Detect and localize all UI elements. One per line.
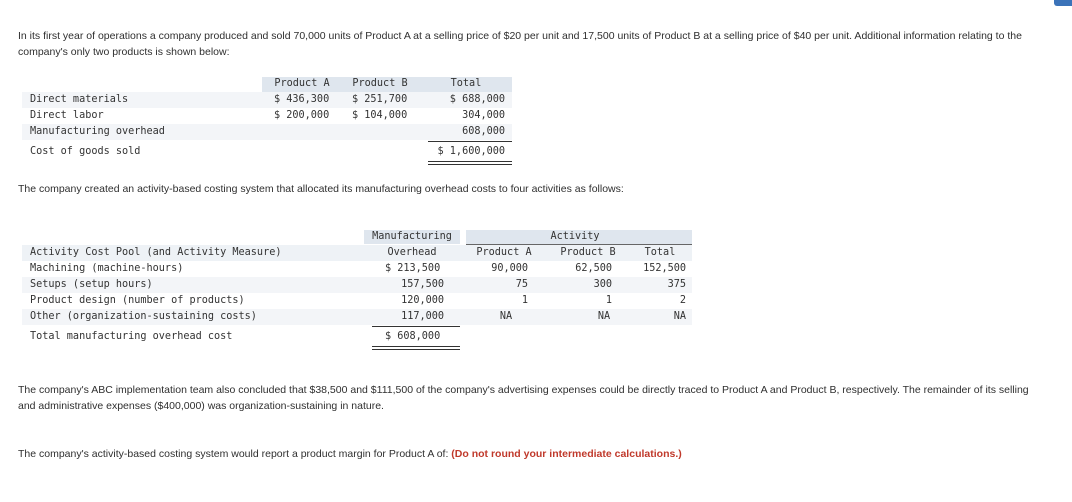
table1-row-label: Cost of goods sold xyxy=(30,146,141,157)
table2-header-total: Total xyxy=(644,247,676,258)
table1-row-label: Manufacturing overhead xyxy=(30,126,165,137)
table2-header-manufacturing: Manufacturing xyxy=(372,231,452,242)
table1-header-product-b: Product B xyxy=(352,78,408,89)
table2-row-bg xyxy=(22,309,692,325)
table2-header-product-b: Product B xyxy=(560,247,616,258)
question-note: (Do not round your intermediate calculat… xyxy=(451,448,682,460)
table2-cell-total: 2 xyxy=(679,295,686,306)
table1-underline xyxy=(428,141,512,142)
table2-header-overhead: Overhead xyxy=(387,247,437,258)
table1-cell-a: $ 436,300 xyxy=(274,94,330,105)
table1-row-label: Direct materials xyxy=(30,94,129,105)
table2-header-pool: Activity Cost Pool (and Activity Measure… xyxy=(30,247,282,258)
table2-double-underline xyxy=(372,349,460,350)
table2-cell-total: 152,500 xyxy=(643,263,686,274)
table2-cell-total: NA xyxy=(673,311,686,322)
table1-row-bg xyxy=(22,124,512,140)
table1-cell-total: $ 1,600,000 xyxy=(437,146,505,157)
question-prompt: The company's activity-based costing sys… xyxy=(18,448,449,460)
advertising-text: The company's ABC implementation team al… xyxy=(18,384,1029,412)
table2-double-underline xyxy=(372,346,460,347)
table2-row-bg xyxy=(22,277,692,293)
table2-header-product-a: Product A xyxy=(476,247,532,258)
table1-cell-total: 608,000 xyxy=(462,126,505,137)
table1-row-bg xyxy=(22,92,512,108)
table2-cell-a: 90,000 xyxy=(491,263,528,274)
table1-cell-total: 304,000 xyxy=(462,110,505,121)
table1-row-label: Direct labor xyxy=(30,110,104,121)
table1-header-product-a: Product A xyxy=(274,78,330,89)
table2-cell-a: 75 xyxy=(515,279,528,290)
table2-underline xyxy=(372,326,460,327)
table2-cell-total: 375 xyxy=(667,279,686,290)
table1-cell-b: $ 104,000 xyxy=(352,110,408,121)
table2-row-label: Other (organization-sustaining costs) xyxy=(30,311,257,322)
table2-header-activity: Activity xyxy=(550,231,600,242)
table2-cell-b: NA xyxy=(597,311,611,322)
table2-cell-mo: 117,000 xyxy=(401,311,444,322)
intro-text: In its first year of operations a compan… xyxy=(18,30,1022,58)
table1-double-underline xyxy=(428,164,512,165)
table2-header-rule xyxy=(466,244,692,245)
table2-cell-b: 300 xyxy=(593,279,612,290)
table1-cell-b: $ 251,700 xyxy=(352,94,408,105)
table1-double-underline xyxy=(428,161,512,162)
table1-header-total: Total xyxy=(450,78,482,89)
table2-cell-a: NA xyxy=(499,311,513,322)
corner-button[interactable] xyxy=(1054,0,1072,6)
table1-cell-total: $ 688,000 xyxy=(449,94,505,105)
table2-total-label: Total manufacturing overhead cost xyxy=(30,331,233,342)
table2-total-mo: $ 608,000 xyxy=(385,331,441,342)
table2-cell-mo: 157,500 xyxy=(401,279,444,290)
table2-row-label: Setups (setup hours) xyxy=(30,279,153,290)
table2-cell-a: 1 xyxy=(521,295,528,306)
question-text: The company's activity-based costing sys… xyxy=(18,446,1048,462)
abc-intro-text: The company created an activity-based co… xyxy=(18,183,624,195)
table2-header-bg xyxy=(364,230,460,244)
table2-cell-mo: 120,000 xyxy=(401,295,444,306)
table2-cell-b: 1 xyxy=(605,295,612,306)
table1-cell-a: $ 200,000 xyxy=(274,110,330,121)
table2-row-label: Product design (number of products) xyxy=(30,295,245,306)
table2-cell-mo: $ 213,500 xyxy=(385,263,441,274)
table2-header-bg xyxy=(466,230,692,244)
table2-header-row-bg xyxy=(22,245,692,261)
table2-cell-b: 62,500 xyxy=(575,263,612,274)
table2-row-label: Machining (machine-hours) xyxy=(30,263,184,274)
table1-header-bg xyxy=(262,77,512,92)
